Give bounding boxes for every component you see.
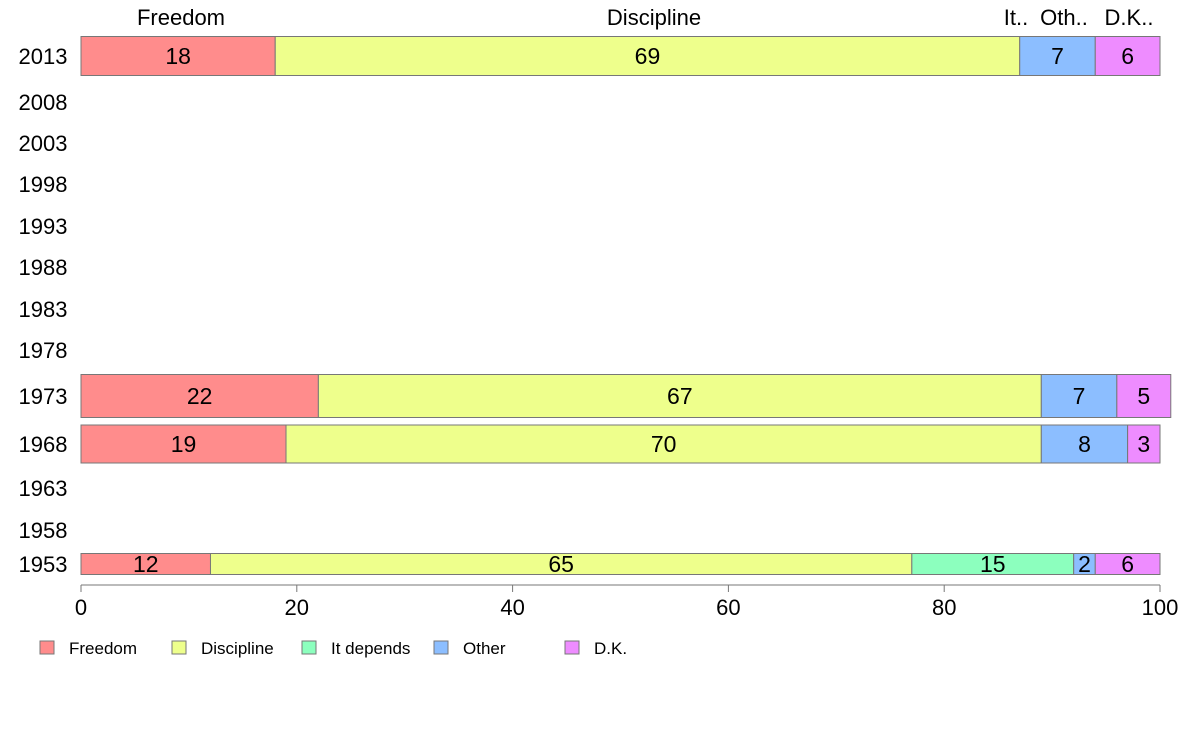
data-label: 2 [1078, 551, 1091, 577]
category-label: 1978 [19, 338, 68, 363]
data-label: 6 [1121, 43, 1134, 69]
bar-segment [1127, 424, 1161, 464]
legend-swatch [564, 640, 580, 655]
bar-segment [80, 36, 276, 76]
data-label: 12 [133, 551, 159, 577]
x-tick-label: 40 [500, 595, 524, 620]
bar-segment [1040, 374, 1118, 418]
top-label: D.K.. [1105, 5, 1154, 30]
category-label: 1988 [19, 255, 68, 280]
data-label: 5 [1137, 383, 1150, 409]
data-label: 69 [635, 43, 661, 69]
category-label: 1953 [19, 552, 68, 577]
legend-swatch [301, 640, 317, 655]
category-labels: 2013 2008 2003 1998 1993 1988 1983 1978 1973 1968… [19, 44, 68, 577]
legend-swatch [171, 640, 187, 655]
bar-segment [80, 424, 287, 464]
category-label: 1963 [19, 476, 68, 501]
category-label: 2003 [19, 131, 68, 156]
category-label: 1993 [19, 214, 68, 239]
legend-label: It depends [331, 639, 410, 658]
x-tick-label: 20 [285, 595, 309, 620]
bar-segment [1094, 553, 1161, 575]
bar-segment [285, 424, 1042, 464]
data-label: 8 [1078, 431, 1091, 457]
category-label: 1968 [19, 432, 68, 457]
data-label: 15 [980, 551, 1006, 577]
data-label: 70 [651, 431, 677, 457]
x-tick-label: 80 [932, 595, 956, 620]
legend-label: D.K. [594, 639, 627, 658]
data-label: 18 [165, 43, 191, 69]
legend-label: Freedom [69, 639, 137, 658]
data-label: 67 [667, 383, 693, 409]
category-label: 2008 [19, 90, 68, 115]
x-tick-label: 0 [75, 595, 87, 620]
legend-label: Other [463, 639, 506, 658]
category-label: 1983 [19, 297, 68, 322]
data-label: 6 [1121, 551, 1134, 577]
bar-segment [1094, 36, 1161, 76]
bar-segment [80, 374, 319, 418]
bar-segment [317, 374, 1042, 418]
data-label: 65 [548, 551, 574, 577]
x-tick-label: 100 [1142, 595, 1179, 620]
legend-swatch [39, 640, 55, 655]
data-label: 22 [187, 383, 213, 409]
data-label: 7 [1073, 383, 1086, 409]
top-label: It.. [1004, 5, 1028, 30]
data-label: 3 [1137, 431, 1150, 457]
category-label: 1973 [19, 384, 68, 409]
legend-label: Discipline [201, 639, 274, 658]
data-label: 7 [1051, 43, 1064, 69]
category-label: 1958 [19, 518, 68, 543]
top-label: Freedom [137, 5, 225, 30]
bars: 18 69 7 6 22 67 7 5 19 70 8 3 12 65 15 2 6 [80, 36, 1172, 577]
top-label: Discipline [607, 5, 701, 30]
legend-swatch [433, 640, 449, 655]
legend: Freedom Discipline It depends Other D.K. [39, 639, 627, 658]
top-labels: Freedom Discipline It.. Oth.. D.K.. [137, 5, 1153, 30]
bar-segment [1116, 374, 1172, 418]
bar-segment [274, 36, 1021, 76]
x-tick-label: 60 [716, 595, 740, 620]
category-label: 2013 [19, 44, 68, 69]
data-label: 19 [171, 431, 197, 457]
x-axis: 0 20 40 60 80 100 [75, 584, 1179, 620]
top-label: Oth.. [1040, 5, 1088, 30]
category-label: 1998 [19, 172, 68, 197]
bar-segment [1019, 36, 1096, 76]
